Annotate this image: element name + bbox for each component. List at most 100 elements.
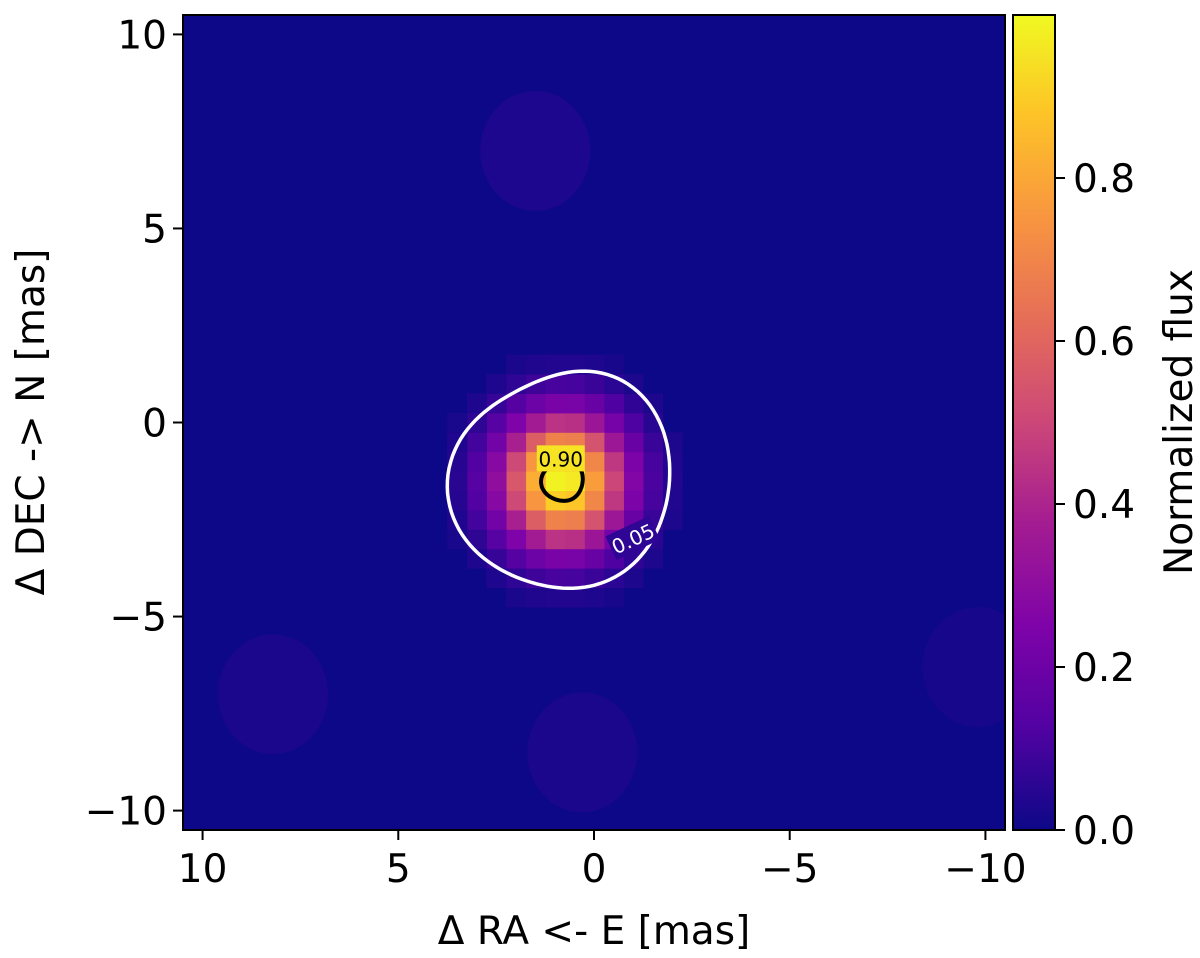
heatmap-cell — [642, 548, 664, 569]
contour-0.05 — [445, 369, 672, 591]
heatmap-cell — [564, 587, 585, 608]
heatmap-cell — [447, 412, 468, 433]
x-tick-label: −5 — [761, 847, 819, 892]
heatmap-cell — [505, 509, 527, 530]
heatmap-cell — [662, 509, 683, 530]
heatmap-area: 0.050.90 — [183, 15, 1005, 830]
y-tick-label: −10 — [85, 790, 167, 835]
heatmap-cell — [545, 568, 566, 589]
heatmap-cell — [603, 509, 624, 530]
heatmap-cell — [642, 432, 664, 453]
heatmap-cell — [623, 490, 644, 511]
faint-lobes — [218, 90, 1005, 813]
heatmap-cell — [545, 373, 566, 394]
heatmap-cell — [564, 568, 585, 589]
faint-lobe — [527, 692, 638, 813]
heatmap-cell — [584, 490, 605, 511]
colorbar-tick-label: 0.2 — [1073, 646, 1135, 691]
heatmap-cell — [466, 509, 487, 530]
heatmap-cell — [623, 373, 644, 394]
colorbar-tick-label: 0.6 — [1073, 320, 1135, 365]
heatmap-cell — [603, 354, 624, 375]
heatmap-cell — [486, 471, 507, 492]
heatmap-cell — [525, 548, 546, 569]
heatmap-cell — [603, 471, 624, 492]
heatmap-cell — [564, 509, 585, 530]
heatmap-cell — [466, 393, 487, 414]
heatmap-cell — [584, 432, 605, 453]
colorbar: 0.0 0.2 0.4 0.6 0.8 Normalized flux — [1012, 14, 1200, 854]
heatmap-cell — [525, 393, 546, 414]
x-axis-ticks: 10 5 0 −5 −10 — [178, 830, 1027, 892]
x-tick-label: 10 — [178, 847, 228, 892]
contour-label-bg — [536, 445, 585, 472]
heatmap-cell — [584, 412, 605, 433]
heatmap-cell — [505, 587, 527, 608]
heatmap-cell — [623, 432, 644, 453]
colorbar-ticks: 0.0 0.2 0.4 0.6 0.8 — [1055, 157, 1135, 854]
heatmap-cell — [642, 490, 664, 511]
heatmap-cell — [545, 393, 566, 414]
heatmap-cell — [466, 432, 487, 453]
heatmap-cell — [505, 529, 527, 550]
heatmap-cell — [466, 451, 487, 472]
y-axis-ticks: 10 5 0 −5 −10 — [85, 13, 183, 835]
colorbar-frame — [1012, 14, 1056, 831]
heatmap-cell — [545, 412, 566, 433]
heatmap-cell — [505, 451, 527, 472]
heatmap-cell — [486, 509, 507, 530]
heatmap-cell — [584, 393, 605, 414]
heatmap-cell — [623, 568, 644, 589]
heatmap-cell — [525, 529, 546, 550]
heatmap-cell — [603, 412, 624, 433]
heatmap-cell — [603, 393, 624, 414]
heatmap-cell — [505, 393, 527, 414]
heatmap-cell — [603, 587, 624, 608]
faint-lobe — [218, 634, 329, 755]
heatmap-cell — [584, 451, 605, 472]
heatmap-cell — [623, 393, 644, 414]
heatmap-cell — [505, 432, 527, 453]
heatmap-cell — [603, 451, 624, 472]
colorbar-gradient — [1013, 15, 1055, 830]
heatmap-cell — [545, 354, 566, 375]
heatmap-cell — [505, 412, 527, 433]
y-tick-label: 10 — [117, 13, 167, 58]
heatmap-cell — [545, 587, 566, 608]
heatmap-cell — [545, 529, 566, 550]
heatmap-cell — [505, 490, 527, 511]
heatmap-cell — [642, 471, 664, 492]
x-axis-label: Δ RA <- E [mas] — [438, 909, 751, 954]
faint-lobe — [480, 90, 591, 211]
heatmap-cell — [466, 548, 487, 569]
heatmap-cell — [466, 529, 487, 550]
colorbar-tick-label: 0.4 — [1073, 483, 1135, 528]
heatmap-cell — [545, 509, 566, 530]
heatmap-cell — [447, 490, 468, 511]
heatmap-cell — [447, 471, 468, 492]
heatmap-cell — [486, 373, 507, 394]
faint-lobe — [922, 607, 1005, 727]
heatmap-cell — [564, 412, 585, 433]
heatmap-cell — [584, 471, 605, 492]
heatmap-cell — [525, 587, 546, 608]
heatmap-cell — [584, 509, 605, 530]
heatmap-cell — [486, 490, 507, 511]
heatmap-cell — [642, 393, 664, 414]
heatmap-cell — [505, 548, 527, 569]
heatmap-cell — [545, 548, 566, 569]
heatmap-cell — [623, 451, 644, 472]
x-tick-label: 0 — [582, 847, 607, 892]
heatmap-cell — [564, 490, 585, 511]
heatmap-cell — [642, 451, 664, 472]
colorbar-tick-label: 0.0 — [1073, 809, 1135, 854]
colorbar-tick-label: 0.8 — [1073, 157, 1135, 202]
contour-label-bg — [605, 516, 660, 560]
heatmap-cell — [603, 490, 624, 511]
heatmap-cell — [662, 471, 683, 492]
heatmap-cell — [564, 393, 585, 414]
heatmap-cell — [466, 471, 487, 492]
heatmap-cell — [545, 471, 566, 492]
contour-label: 0.90 — [538, 447, 583, 471]
